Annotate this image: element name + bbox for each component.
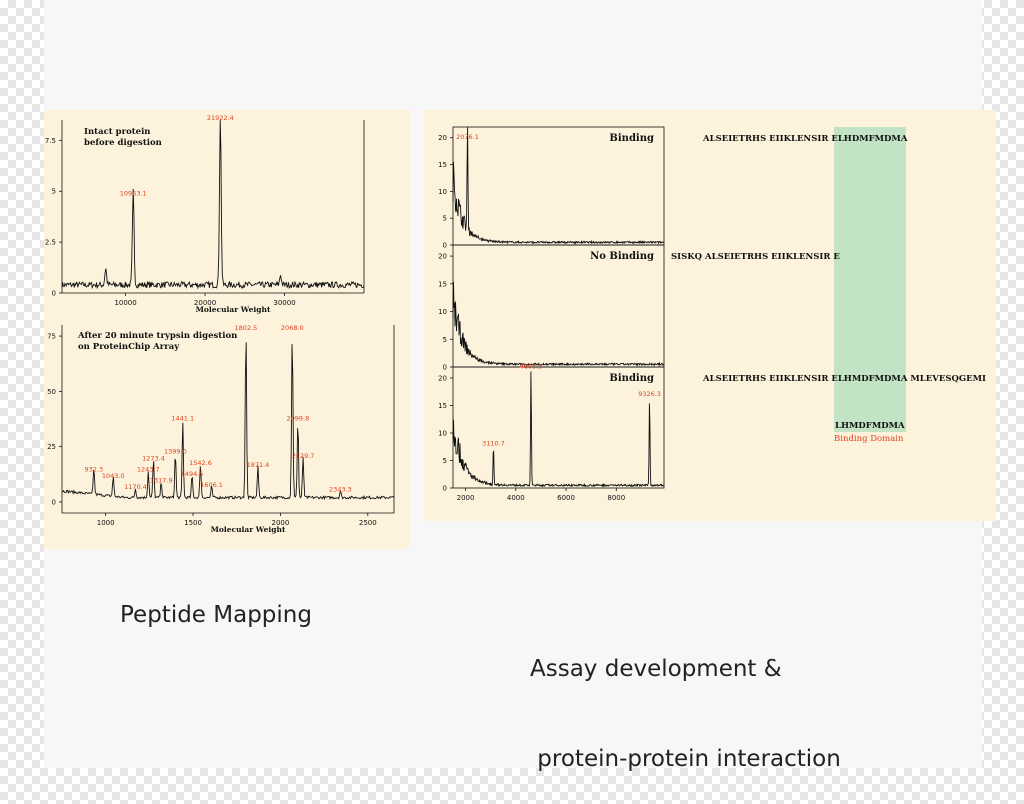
peak-label: 1043.0 [102,472,125,480]
spectrum-5: 0 5 10 15 20 2000 4000 6000 8000 Binding 3110.7 460… [438,363,665,502]
peak-label: 1494.5 [181,470,204,478]
y-tick-label: 7.5 [45,137,56,145]
y-tick-label: 20 [438,134,447,142]
x-tick-label: 20000 [194,299,216,307]
peak-label: 1399.0 [164,448,187,456]
plot-frame [452,244,665,368]
x-tick-label: 6000 [557,494,575,502]
spectrum-2: 0 25 50 75 1000 1500 2000 2500 Molecular Weight A… [47,324,395,534]
spectrum-3: 0 5 10 15 20 Binding 2076.1 [438,126,665,250]
y-tick-label: 10 [438,430,447,438]
chart-title: Binding [609,373,654,384]
spectrum-trace [61,119,365,290]
peptide-sequence: ALSEIETRHS EIIKLENSIR ELHMDFMDMA MLEVESQ… [702,374,986,384]
spectrum-trace [452,371,665,488]
caption-line-1: Assay development & [530,656,782,682]
peak-label: 21922.4 [207,114,234,122]
y-tick-label: 0 [443,364,447,372]
peak-label: 1273.4 [142,454,165,462]
binding-assay-svg: 0 5 10 15 20 Binding 2076.1 ALSEIETRHS EIIKLENS… [438,126,986,502]
y-tick-label: 75 [47,333,56,341]
x-tick-label: 1000 [97,519,115,527]
binding-domain-label: Binding Domain [834,434,904,444]
chart-title: Intact protein [84,127,151,137]
peak-label: 2076.1 [456,133,479,141]
peak-label: 9326.3 [638,390,661,398]
y-tick-label: 15 [438,402,447,410]
y-tick-label: 0 [443,485,447,493]
peptide-mapping-figure: 0 2.5 5 7.5 10000 20000 30000 Molecular Weight I… [44,110,409,549]
peak-label: 932.3 [85,465,104,473]
chart-title: before digestion [84,138,162,148]
caption-line-2: protein-protein interaction [530,746,841,772]
y-tick-label: 0 [443,242,447,250]
x-tick-label: 4000 [507,494,525,502]
x-axis-label: Molecular Weight [211,525,286,534]
spectrum-trace [452,127,665,245]
y-tick-label: 10 [438,308,447,316]
y-tick-label: 0 [52,290,56,298]
binding-assay-figure: 0 5 10 15 20 Binding 2076.1 ALSEIETRHS EIIKLENS… [424,110,996,521]
peak-label: 1441.1 [171,415,194,423]
x-tick-label: 2000 [457,494,475,502]
y-tick-label: 15 [438,161,447,169]
binding-domain-sequence: LHMDFMDMA [835,421,905,431]
y-tick-label: 5 [52,188,56,196]
peak-label: 1170.4 [124,483,147,491]
y-tick-label: 25 [47,443,56,451]
y-tick-label: 15 [438,280,447,288]
chart-title: on ProteinChip Array [78,342,180,352]
y-tick-label: 5 [443,215,447,223]
peak-label: 10963.1 [120,189,147,197]
spectrum-4: 0 5 10 15 20 No Binding [438,244,665,372]
plot-frame [452,126,665,246]
peak-label: 2343.3 [329,485,352,493]
y-tick-label: 20 [438,375,447,383]
y-tick-label: 5 [443,457,447,465]
peak-label: 2068.0 [281,324,304,332]
y-tick-label: 2.5 [45,239,56,247]
binding-domain-highlight [834,127,906,432]
peak-label: 4603.3 [520,363,543,371]
spectrum-trace [452,281,665,367]
x-tick-label: 2500 [359,519,377,527]
y-tick-label: 5 [443,336,447,344]
x-tick-label: 2000 [272,519,290,527]
peak-label: 1802.5 [235,324,258,332]
peptide-sequence: SISKQ ALSEIETRHS EIIKLENSIR E [671,252,840,262]
plot-frame [452,366,665,489]
y-tick-label: 20 [438,253,447,261]
peak-label: 1317.9 [150,476,173,484]
spectrum-trace [61,342,395,501]
peak-label: 1542.6 [189,459,212,467]
peak-label: 1871.4 [247,461,270,469]
peak-label: 1606.1 [200,481,223,489]
chart-title: Binding [609,133,654,144]
y-tick-label: 50 [47,388,56,396]
x-tick-label: 8000 [607,494,625,502]
y-tick-label: 10 [438,188,447,196]
peptide-sequence: ALSEIETRHS EIIKLENSIR ELHDMFMDMA [702,134,908,144]
y-tick-label: 0 [52,498,56,506]
x-tick-label: 30000 [273,299,295,307]
peak-label: 1243.7 [137,465,160,473]
chart-title: No Binding [590,251,654,262]
caption-peptide-mapping: Peptide Mapping [120,602,312,628]
peak-label: 3110.7 [482,440,505,448]
peak-label: 2099.8 [286,415,309,423]
x-axis-label: Molecular Weight [196,305,271,314]
caption-assay-development: Assay development & protein-protein inte… [530,594,841,804]
peak-label: 2129.7 [292,452,315,460]
chart-title: After 20 minute trypsin digestion [77,331,237,341]
x-tick-label: 10000 [114,299,136,307]
x-tick-label: 1500 [184,519,202,527]
